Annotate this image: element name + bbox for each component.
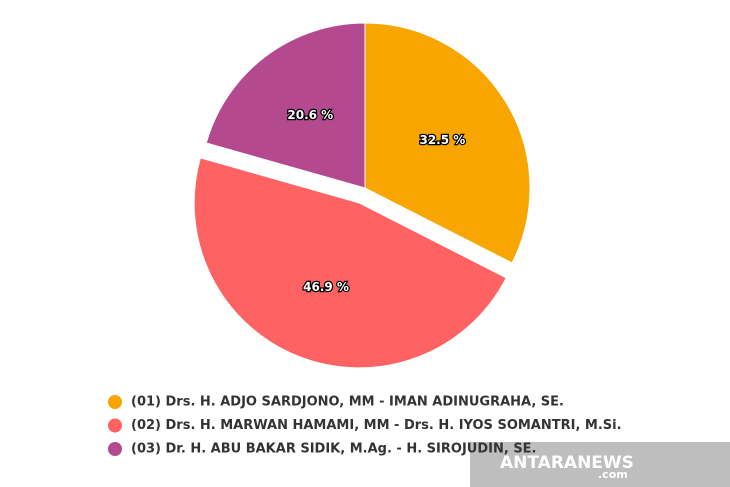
- watermark-suffix: .com: [598, 468, 628, 481]
- legend-marker: [108, 442, 122, 456]
- pie-slice: [364, 22, 531, 264]
- watermark: ANTARANEWS: [500, 453, 634, 473]
- slice-label: 32.5 %: [419, 133, 465, 147]
- pie-slice: [205, 22, 366, 189]
- legend-marker: [108, 418, 122, 433]
- watermark-box: [470, 442, 730, 487]
- legend-label: (01) Drs. H. ADJO SARDJONO, MM - IMAN AD…: [131, 395, 564, 410]
- legend-marker: [108, 395, 122, 409]
- slice-label: 20.6 %: [287, 108, 333, 122]
- slice-label: 46.9 %: [303, 280, 349, 294]
- pie-slice: [193, 157, 507, 369]
- legend-label: (02) Drs. H. MARWAN HAMAMI, MM - Drs. H.…: [131, 418, 622, 433]
- legend-label: (03) Dr. H. ABU BAKAR SIDIK, M.Ag. - H. …: [131, 442, 537, 457]
